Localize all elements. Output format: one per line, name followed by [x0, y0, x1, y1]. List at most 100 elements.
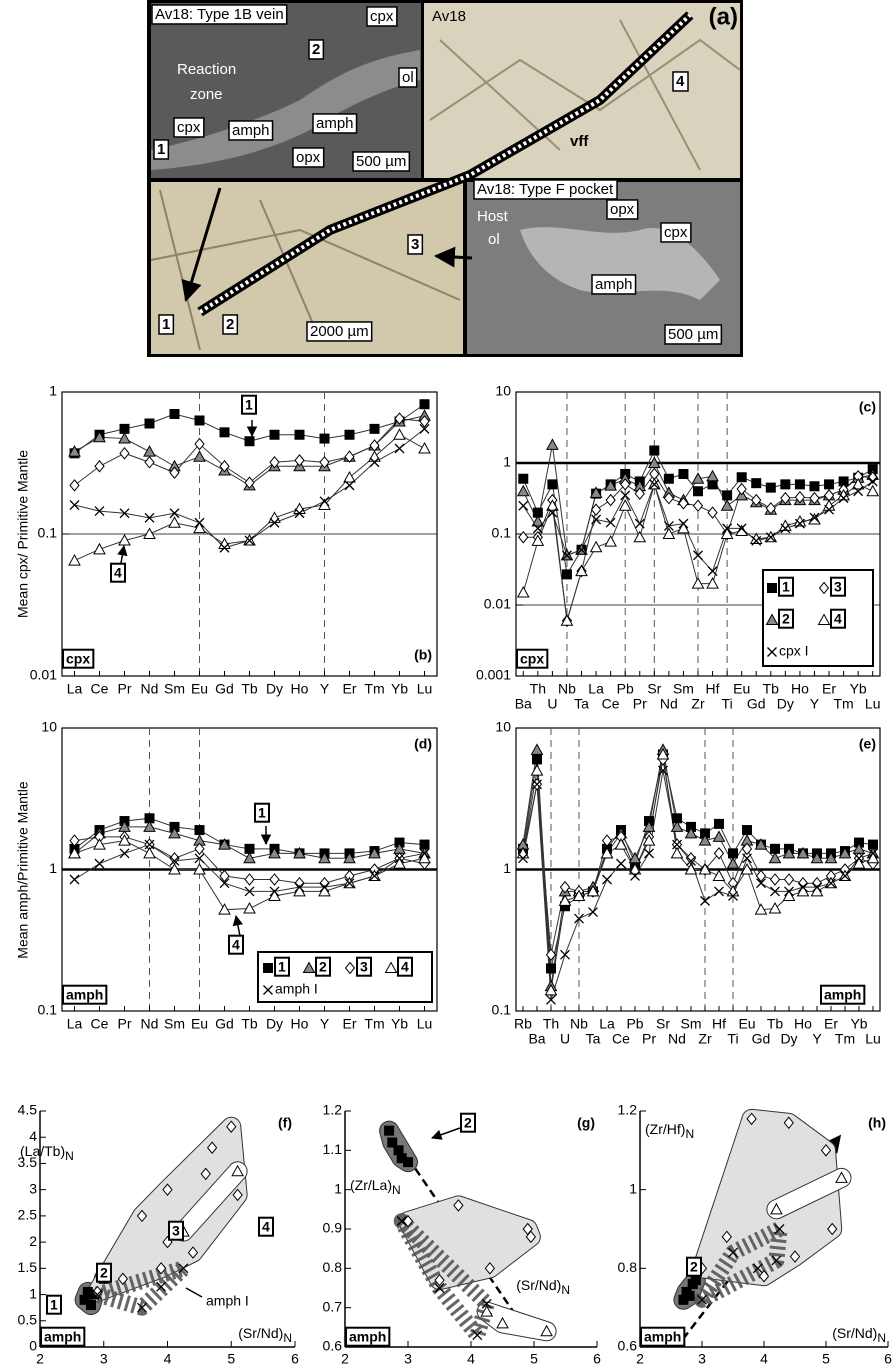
y-tick-label: 1 — [334, 1180, 342, 1196]
arrow — [232, 914, 244, 937]
marker — [387, 1137, 398, 1148]
marker — [809, 491, 820, 505]
mineral-label: amph — [644, 1329, 681, 1345]
marker — [269, 429, 280, 440]
y-tick-label: 0.8 — [323, 1259, 343, 1275]
marker — [751, 493, 762, 507]
x-tick-label: Ta — [574, 696, 589, 712]
x-tick-label: Pb — [617, 681, 634, 697]
x-tick-label: Nb — [558, 681, 576, 697]
marker — [572, 889, 586, 901]
photo-label: Host — [477, 208, 509, 225]
legend-marker — [817, 613, 831, 625]
marker — [394, 443, 405, 454]
marker — [219, 869, 230, 883]
marker — [118, 533, 131, 546]
photo-label: cpx — [177, 119, 201, 136]
xlabel-text: (Sr/Nd)N — [832, 1325, 886, 1345]
x-tick-label: Tm — [833, 696, 853, 712]
xlabel-subscript: N — [877, 1331, 886, 1345]
label-box — [397, 956, 413, 977]
marker — [94, 858, 105, 869]
marker — [531, 534, 545, 546]
marker — [736, 523, 747, 534]
x-tick-label: 6 — [884, 1351, 892, 1367]
series-line — [522, 754, 874, 991]
marker — [69, 500, 80, 510]
label-box — [153, 139, 170, 160]
y-tick-label: 0.01 — [484, 596, 511, 612]
x-tick-label: Nd — [668, 1031, 686, 1047]
marker — [402, 1214, 414, 1228]
y-tick-label: 1 — [629, 1180, 637, 1196]
y-tick-label: 1 — [503, 454, 511, 470]
x-tick-label: Hf — [712, 1016, 726, 1032]
marker — [602, 874, 612, 885]
marker — [194, 415, 205, 426]
y-tick-label: 10 — [41, 719, 57, 735]
x-tick-label: Y — [810, 696, 820, 712]
x-tick-label: Ce — [602, 696, 620, 712]
label-box — [62, 648, 95, 669]
ylabel-subscript: N — [685, 1127, 694, 1141]
x-tick-label: Yb — [391, 1016, 408, 1032]
marker — [769, 873, 781, 886]
photo-label: Av18 — [432, 8, 466, 25]
y-tick-label: 2 — [29, 1233, 37, 1249]
photo-label: vff — [570, 133, 589, 150]
marker — [143, 846, 156, 859]
marker — [69, 479, 80, 492]
series-annotation: 2 — [690, 1259, 698, 1275]
marker — [294, 454, 305, 467]
marker — [600, 846, 614, 859]
x-tick-label: Gd — [752, 1031, 771, 1047]
y-tick-label: 3 — [29, 1180, 37, 1196]
label-box — [228, 120, 274, 141]
marker — [544, 983, 558, 996]
label-box — [158, 314, 175, 335]
legend-marker — [767, 583, 777, 593]
x-tick-label: Dy — [777, 696, 794, 712]
field — [88, 1117, 247, 1301]
marker — [678, 497, 689, 510]
x-tick-label: Pr — [118, 1016, 132, 1032]
field-outline — [694, 1221, 788, 1308]
x-tick-label: Sm — [681, 1016, 702, 1032]
marker — [546, 963, 556, 974]
marker — [633, 530, 647, 543]
photo-label: 4 — [676, 73, 685, 90]
marker — [219, 427, 230, 438]
marker — [143, 445, 156, 457]
x-tick-label: Tm — [364, 681, 384, 697]
label-box — [110, 562, 126, 583]
x-tick-label: Pr — [118, 681, 132, 697]
marker — [780, 479, 791, 490]
photo-label: cpx — [664, 224, 688, 241]
marker — [678, 518, 689, 529]
xlabel: (Sr/Nd) — [238, 1325, 283, 1341]
legend-label: 3 — [834, 579, 842, 595]
marker — [852, 857, 866, 869]
marker — [720, 499, 734, 511]
series-annotation: 4 — [114, 565, 122, 581]
scale-bar-label: 2000 µm — [310, 323, 369, 340]
marker — [369, 871, 380, 881]
marker — [620, 478, 631, 491]
x-tick-label: Nd — [141, 681, 159, 697]
x-tick-label: Th — [543, 1016, 559, 1032]
xlabel: (Sr/Nd) — [516, 1277, 561, 1293]
x-tick-label: Tb — [241, 1016, 258, 1032]
marker — [169, 855, 180, 866]
marker — [707, 566, 718, 577]
marker — [294, 429, 305, 440]
marker — [838, 846, 852, 859]
marker — [530, 743, 544, 755]
x-tick-label: U — [547, 696, 557, 712]
marker — [418, 851, 431, 864]
y-tick-label: 4.5 — [18, 1102, 38, 1118]
label-box — [274, 956, 290, 977]
marker — [642, 834, 656, 846]
marker — [838, 493, 849, 504]
marker — [726, 857, 740, 869]
x-tick-label: 6 — [291, 1351, 299, 1367]
